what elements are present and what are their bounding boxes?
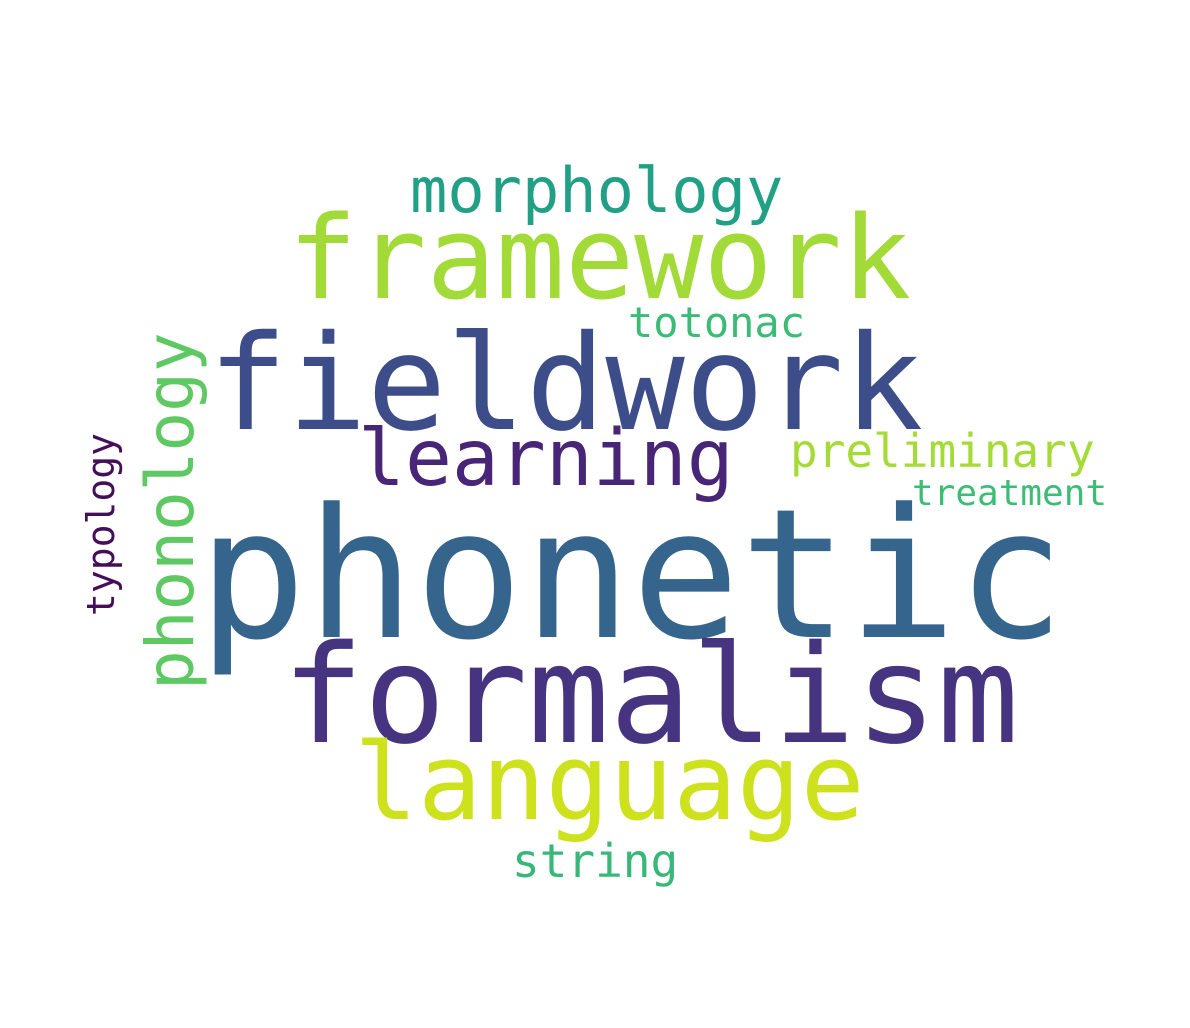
word-typology: typology [79,432,123,616]
word-preliminary: preliminary [790,424,1095,478]
word-learning: learning [358,414,734,504]
word-fieldwork: fieldwork [208,307,924,461]
word-phonetic: phonetic [198,471,1065,680]
word-string: string [512,834,679,888]
word-language: language [354,721,865,844]
word-treatment: treatment [912,473,1108,514]
word-morphology: morphology [410,154,784,227]
word-phonology: phonology [132,332,209,690]
word-totonac: totonac [628,298,806,347]
word-framework: framework [288,192,912,326]
word-formalism: formalism [282,617,1019,775]
